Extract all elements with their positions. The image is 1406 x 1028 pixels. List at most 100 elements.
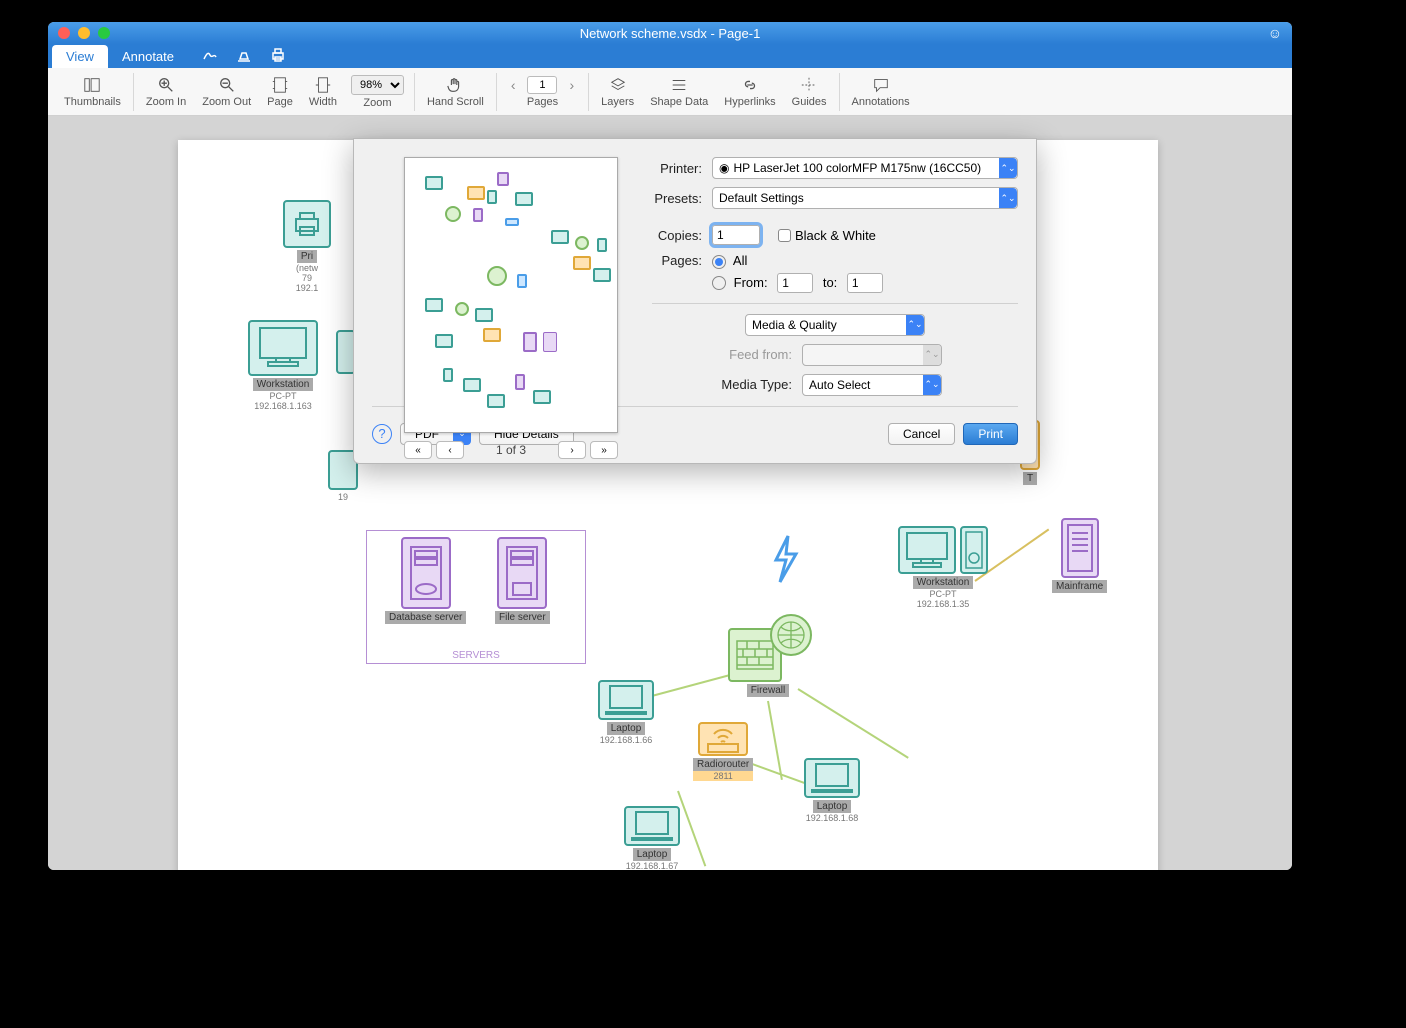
pages-from-radio[interactable]	[712, 276, 726, 290]
from-input[interactable]	[777, 273, 813, 293]
partial-t-label: T	[1023, 472, 1037, 485]
monitor-icon	[898, 526, 956, 574]
pages-group: ‹ › Pages	[501, 76, 584, 108]
to-input[interactable]	[847, 273, 883, 293]
annotations-button[interactable]: Annotations	[844, 76, 918, 108]
prev-page-button[interactable]: ‹	[507, 77, 520, 93]
dropdown-arrow-icon: ⌃⌄	[923, 345, 941, 365]
laptop2-node: Laptop 192.168.1.67	[624, 806, 680, 870]
laptop1-node: Laptop 192.168.1.66	[598, 680, 654, 745]
help-button[interactable]: ?	[372, 424, 392, 444]
layers-label: Layers	[601, 96, 634, 108]
workstation2-node: Workstation PC-PT 192.168.1.35	[898, 526, 988, 609]
minimize-button[interactable]	[78, 27, 90, 39]
signature-icon[interactable]	[202, 47, 218, 68]
zoom-in-button[interactable]: Zoom In	[138, 76, 194, 108]
firewall-label: Firewall	[747, 684, 789, 697]
laptop3-label: Laptop	[813, 800, 852, 813]
bw-checkbox[interactable]	[778, 229, 791, 242]
copies-input[interactable]	[712, 225, 760, 245]
zoom-group: 98% Zoom	[345, 75, 410, 109]
zoom-page-button[interactable]: Page	[259, 76, 301, 108]
pages-label: Pages:	[652, 253, 712, 268]
mainframe-icon	[1061, 518, 1099, 578]
mainframe-label: Mainframe	[1052, 580, 1107, 593]
close-button[interactable]	[58, 27, 70, 39]
printer-label: Pri	[297, 250, 317, 263]
app-window: Network scheme.vsdx - Page-1 ☺ View Anno…	[48, 22, 1292, 870]
laptop2-label: Laptop	[633, 848, 672, 861]
hyperlinks-button[interactable]: Hyperlinks	[716, 76, 783, 108]
lightning-icon	[768, 534, 802, 587]
db-server-node: Database server	[385, 537, 466, 624]
tab-annotate[interactable]: Annotate	[108, 45, 188, 68]
mainframe-node: Mainframe	[1052, 518, 1107, 593]
titlebar: Network scheme.vsdx - Page-1 ☺	[48, 22, 1292, 44]
preview-page-indicator: 1 of 3	[496, 443, 526, 457]
servers-group: Database server File server SERVERS	[366, 530, 586, 664]
section-select[interactable]: Media & Quality ⌃⌄	[745, 314, 925, 336]
pages-all-radio[interactable]	[712, 255, 726, 269]
stamp-icon[interactable]	[236, 47, 252, 68]
print-button[interactable]: Print	[963, 423, 1018, 445]
db-server-label: Database server	[385, 611, 466, 624]
server-icon	[401, 537, 451, 609]
tab-view[interactable]: View	[52, 45, 108, 68]
hand-scroll-button[interactable]: Hand Scroll	[419, 76, 492, 108]
thumbnails-button[interactable]: Thumbnails	[56, 76, 129, 108]
printer-icon	[283, 200, 331, 248]
preview-prev-button[interactable]: ‹	[436, 441, 464, 459]
zoom-out-button[interactable]: Zoom Out	[194, 76, 259, 108]
printer-select[interactable]: ◉ HP LaserJet 100 colorMFP M175nw (16CC5…	[712, 157, 1018, 179]
presets-select[interactable]: Default Settings ⌃⌄	[712, 187, 1018, 209]
guides-label: Guides	[792, 96, 827, 108]
copies-label: Copies:	[652, 228, 712, 243]
zoom-in-label: Zoom In	[146, 96, 186, 108]
pages-all-label: All	[733, 253, 747, 268]
file-server-node: File server	[495, 537, 550, 624]
dropdown-arrow-icon: ⌃⌄	[999, 188, 1017, 208]
dropdown-arrow-icon: ⌃⌄	[906, 315, 924, 335]
preview-nav: « ‹ 1 of 3 › »	[404, 441, 618, 459]
cancel-button[interactable]: Cancel	[888, 423, 955, 445]
guides-button[interactable]: Guides	[784, 76, 835, 108]
feedback-icon[interactable]: ☺	[1268, 25, 1282, 41]
zoom-page-label: Page	[267, 96, 293, 108]
hand-scroll-label: Hand Scroll	[427, 96, 484, 108]
zoom-width-button[interactable]: Width	[301, 76, 345, 108]
media-type-select[interactable]: Auto Select ⌃⌄	[802, 374, 942, 396]
laptop3-node: Laptop 192.168.1.68	[804, 758, 860, 823]
printer-label: Printer:	[652, 161, 712, 176]
workstation1-node: Workstation PC-PT 192.168.1.163	[248, 320, 318, 411]
page-number-input[interactable]	[527, 76, 557, 94]
preview-next-button[interactable]: ›	[558, 441, 586, 459]
zoom-select[interactable]: 98%	[351, 75, 404, 95]
laptop-icon	[804, 758, 860, 798]
preview-last-button[interactable]: »	[590, 441, 618, 459]
preview-first-button[interactable]: «	[404, 441, 432, 459]
hyperlinks-label: Hyperlinks	[724, 96, 775, 108]
print-dialog: « ‹ 1 of 3 › » Printer: ◉ HP LaserJet 10…	[353, 138, 1037, 464]
shape-data-button[interactable]: Shape Data	[642, 76, 716, 108]
tab-bar: View Annotate	[48, 44, 1292, 68]
print-icon[interactable]	[270, 47, 286, 68]
monitor-icon	[248, 320, 318, 376]
zoom-out-label: Zoom Out	[202, 96, 251, 108]
pages-label: Pages	[527, 96, 558, 108]
toolbar: Thumbnails Zoom In Zoom Out Page Width 9…	[48, 68, 1292, 116]
router-icon	[698, 722, 748, 756]
media-type-label: Media Type:	[652, 377, 802, 392]
layers-button[interactable]: Layers	[593, 76, 642, 108]
workstation1-label: Workstation	[253, 378, 314, 391]
servers-caption: SERVERS	[367, 650, 585, 661]
shape-data-label: Shape Data	[650, 96, 708, 108]
next-page-button[interactable]: ›	[565, 77, 578, 93]
radiorouter-node: Radiorouter 2811	[693, 722, 753, 781]
dropdown-arrow-icon: ⌃⌄	[923, 375, 941, 395]
presets-label: Presets:	[652, 191, 712, 206]
tower-icon	[960, 526, 988, 574]
window-title: Network scheme.vsdx - Page-1	[48, 26, 1292, 41]
globe-icon	[770, 614, 812, 656]
printer-node: Pri (netw 79 192.1	[283, 200, 331, 293]
maximize-button[interactable]	[98, 27, 110, 39]
